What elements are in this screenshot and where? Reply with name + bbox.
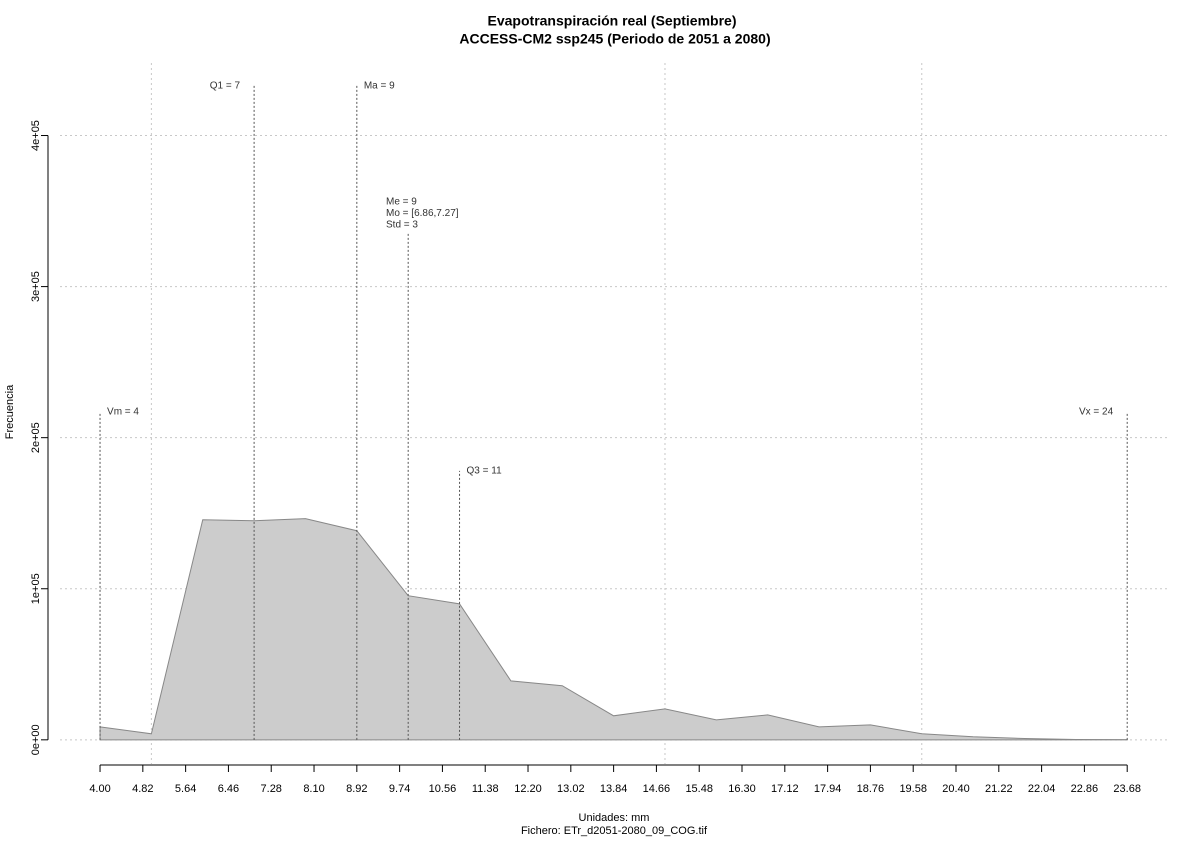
chart-title: Evapotranspiración real (Septiembre)	[488, 13, 737, 29]
x-tick-label: 8.10	[303, 783, 324, 795]
x-axis-label: Unidades: mm	[579, 812, 650, 824]
stat-label: Me = 9	[386, 197, 417, 208]
x-tick-label: 14.66	[643, 783, 671, 795]
x-tick-label: 22.86	[1071, 783, 1099, 795]
x-tick-label: 11.38	[472, 783, 499, 795]
caption: Fichero: ETr_d2051-2080_09_COG.tif	[521, 825, 708, 837]
x-tick-label: 13.84	[600, 783, 628, 795]
x-tick-label: 17.94	[814, 783, 842, 795]
x-tick-label: 16.30	[728, 783, 756, 795]
x-tick-label: 4.00	[89, 783, 110, 795]
annotation-label: Vx = 24	[1079, 407, 1114, 418]
y-tick-label: 4e+05	[30, 120, 42, 151]
y-tick-label: 1e+05	[30, 573, 42, 604]
x-tick-label: 17.12	[771, 783, 799, 795]
x-tick-label: 19.58	[899, 783, 927, 795]
annotation-label: Q1 = 7	[210, 80, 241, 91]
annotation-label: Vm = 4	[107, 407, 139, 418]
annotation-label: Ma = 9	[364, 80, 395, 91]
y-tick-label: 2e+05	[30, 422, 42, 453]
y-tick-label: 0e+00	[30, 724, 42, 755]
x-tick-label: 12.20	[514, 783, 542, 795]
x-tick-label: 7.28	[261, 783, 282, 795]
annotation-label: Q3 = 11	[467, 466, 503, 477]
stat-label: Std = 3	[386, 220, 418, 231]
x-tick-label: 20.40	[942, 783, 970, 795]
x-tick-label: 5.64	[175, 783, 196, 795]
x-tick-label: 6.46	[218, 783, 239, 795]
stat-label: Mo = [6.86,7.27]	[386, 208, 459, 219]
x-tick-label: 21.22	[985, 783, 1013, 795]
y-tick-label: 3e+05	[30, 271, 42, 302]
x-tick-label: 10.56	[429, 783, 457, 795]
y-axis-label: Frecuencia	[4, 384, 16, 439]
x-tick-label: 18.76	[857, 783, 885, 795]
x-tick-label: 22.04	[1028, 783, 1056, 795]
x-tick-label: 4.82	[132, 783, 153, 795]
x-tick-label: 15.48	[685, 783, 713, 795]
x-tick-label: 13.02	[557, 783, 585, 795]
x-tick-label: 23.68	[1113, 783, 1141, 795]
x-tick-label: 9.74	[389, 783, 410, 795]
chart-subtitle: ACCESS-CM2 ssp245 (Periodo de 2051 a 208…	[459, 31, 770, 47]
x-tick-label: 8.92	[346, 783, 367, 795]
